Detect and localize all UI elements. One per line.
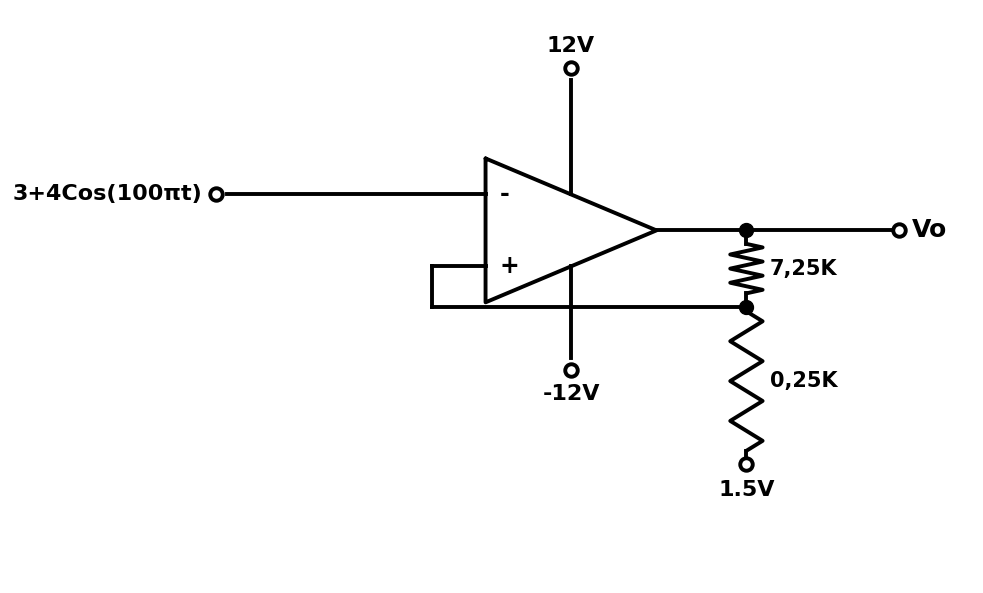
Text: 0,25K: 0,25K xyxy=(770,371,838,391)
Text: +: + xyxy=(500,254,520,278)
Text: 7,25K: 7,25K xyxy=(770,259,838,279)
Text: -: - xyxy=(500,183,510,206)
Text: -12V: -12V xyxy=(543,384,600,404)
Text: 1.5V: 1.5V xyxy=(719,480,775,499)
Text: Vo: Vo xyxy=(912,218,948,243)
Text: 12V: 12V xyxy=(547,36,595,56)
Text: 3+4Cos(100πt): 3+4Cos(100πt) xyxy=(13,184,202,205)
